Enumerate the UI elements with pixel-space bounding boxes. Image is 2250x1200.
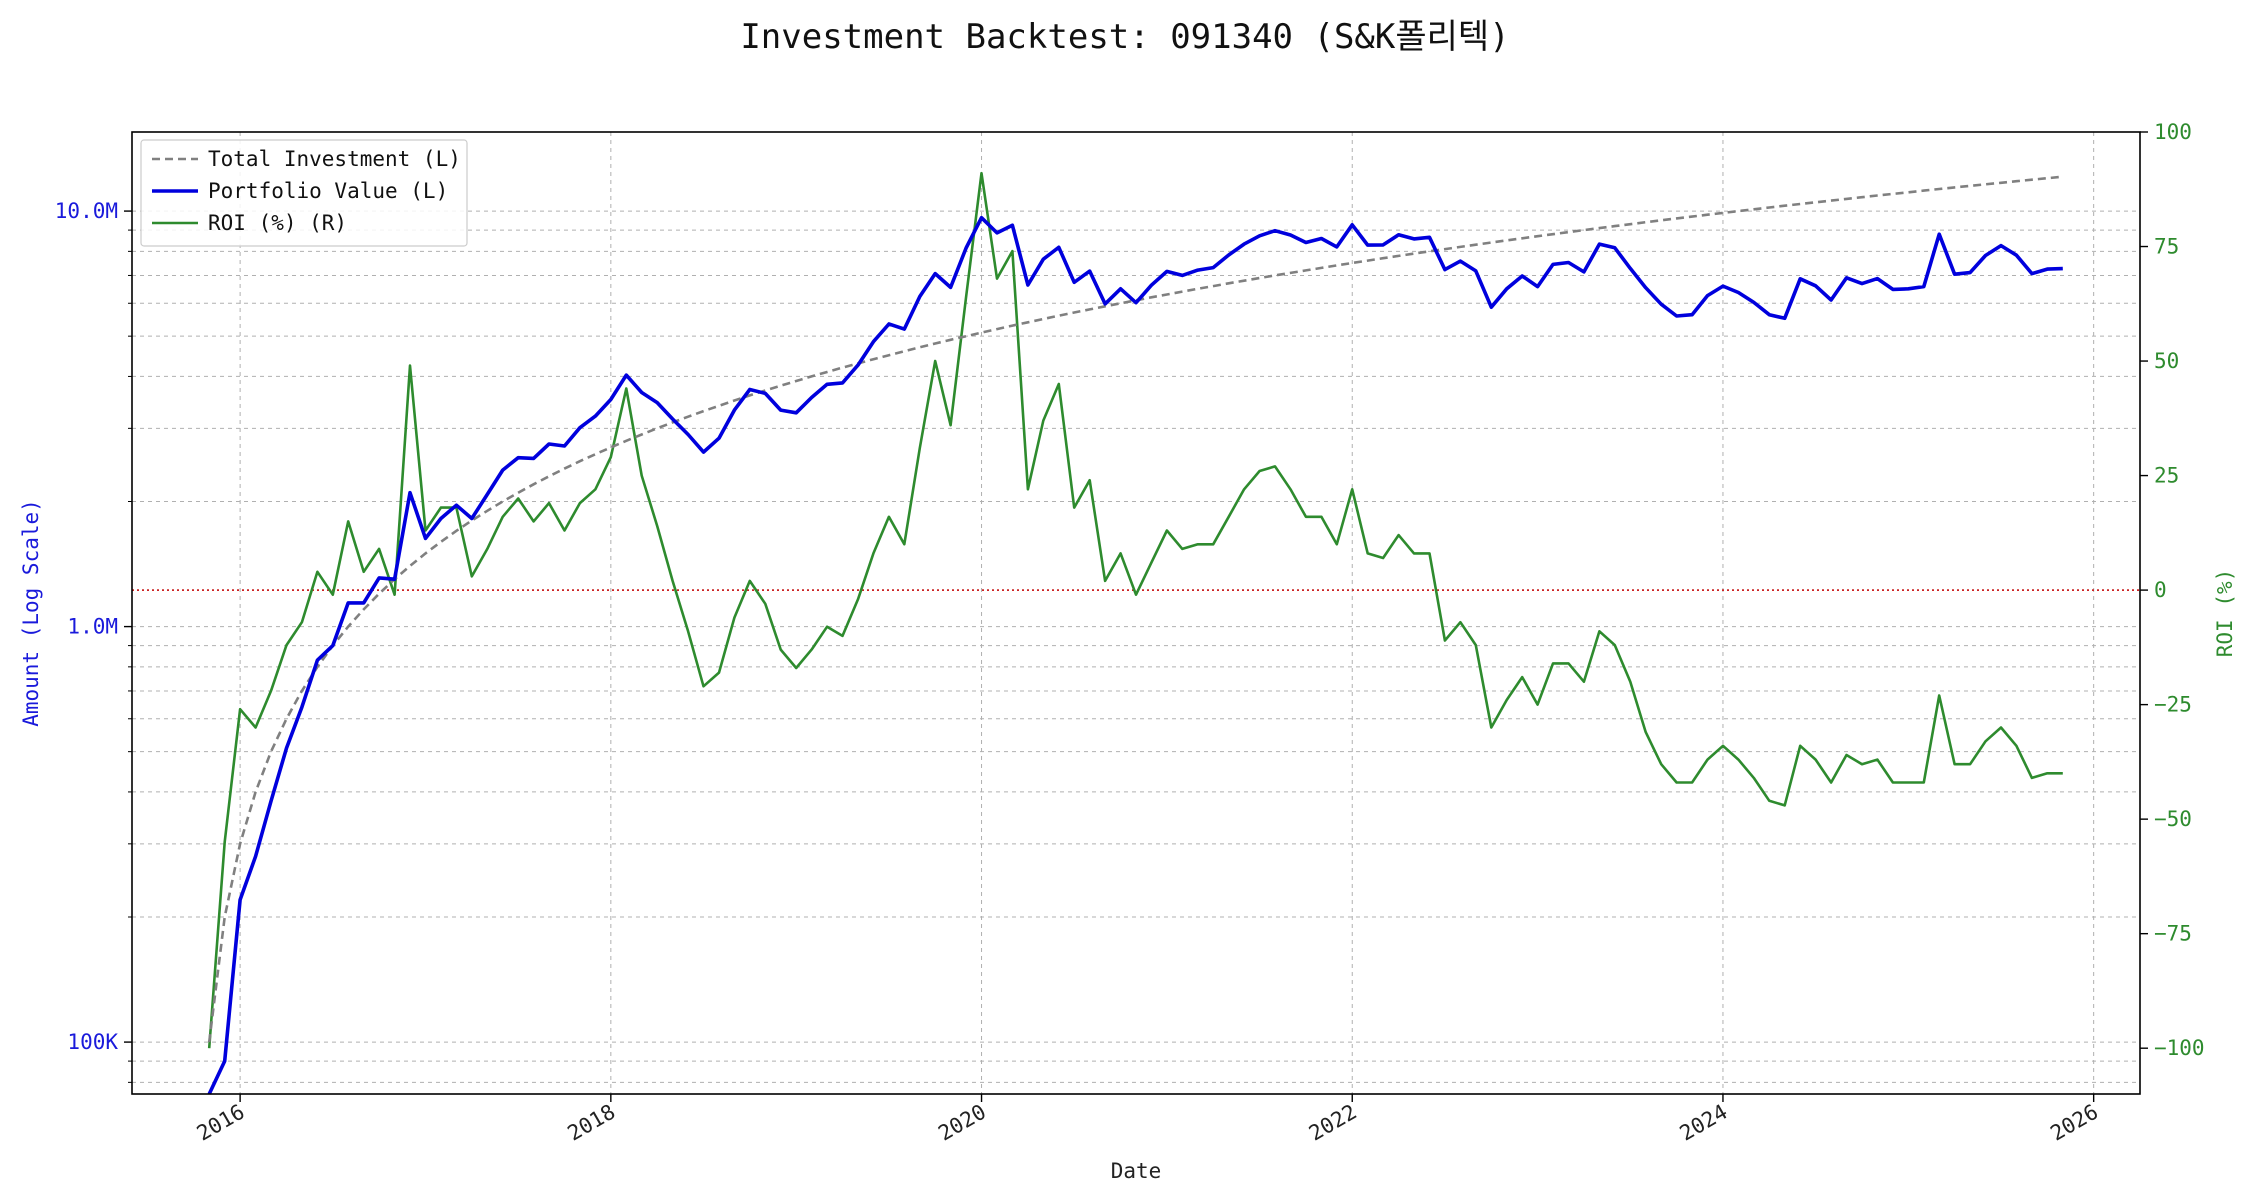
right-tick-label: −50 bbox=[2154, 807, 2192, 831]
x-axis-label: Date bbox=[1111, 1159, 1162, 1183]
plot-frame bbox=[131, 131, 2141, 1095]
legend-box bbox=[140, 139, 468, 247]
right-tick-label: −75 bbox=[2154, 922, 2192, 946]
left-tick-label: 1.0M bbox=[67, 615, 118, 639]
grid bbox=[132, 132, 2140, 1094]
right-axis: −100 −75 −50 −25 0 25 50 75 100 bbox=[2140, 120, 2205, 1060]
left-axis: 100K 1.0M 10.0M bbox=[55, 199, 132, 1083]
x-tick-label: 2026 bbox=[2046, 1100, 2102, 1146]
left-tick-label: 10.0M bbox=[55, 199, 118, 223]
series-layer bbox=[207, 171, 2063, 1095]
x-tick-label: 2018 bbox=[564, 1100, 620, 1146]
left-tick-label: 100K bbox=[67, 1030, 118, 1054]
right-tick-label: 0 bbox=[2154, 578, 2167, 602]
right-tick-label: −25 bbox=[2154, 693, 2192, 717]
right-axis-label: ROI (%) bbox=[2213, 569, 2237, 658]
right-tick-label: −100 bbox=[2154, 1036, 2205, 1060]
right-tick-label: 100 bbox=[2154, 120, 2192, 144]
legend-label-total-investment: Total Investment (L) bbox=[208, 147, 461, 171]
total-investment-line bbox=[207, 175, 2063, 1043]
legend: Total Investment (L) Portfolio Value (L)… bbox=[140, 139, 468, 247]
x-axis: 2016 2018 2020 2022 2024 2026 bbox=[193, 1094, 2102, 1146]
left-axis-label: Amount (Log Scale) bbox=[19, 499, 43, 727]
right-tick-label: 75 bbox=[2154, 235, 2179, 259]
legend-label-roi: ROI (%) (R) bbox=[208, 211, 347, 235]
legend-label-portfolio-value: Portfolio Value (L) bbox=[208, 179, 448, 203]
x-tick-label: 2022 bbox=[1305, 1100, 1361, 1146]
x-tick-label: 2016 bbox=[193, 1100, 249, 1146]
x-tick-label: 2024 bbox=[1676, 1100, 1732, 1146]
chart-title: Investment Backtest: 091340 (S&K폴리텍) bbox=[740, 17, 1509, 57]
right-tick-label: 50 bbox=[2154, 349, 2179, 373]
right-tick-label: 25 bbox=[2154, 464, 2179, 488]
roi-line bbox=[207, 171, 2063, 1049]
portfolio-value-line bbox=[207, 215, 2063, 1095]
x-tick-label: 2020 bbox=[934, 1100, 990, 1146]
